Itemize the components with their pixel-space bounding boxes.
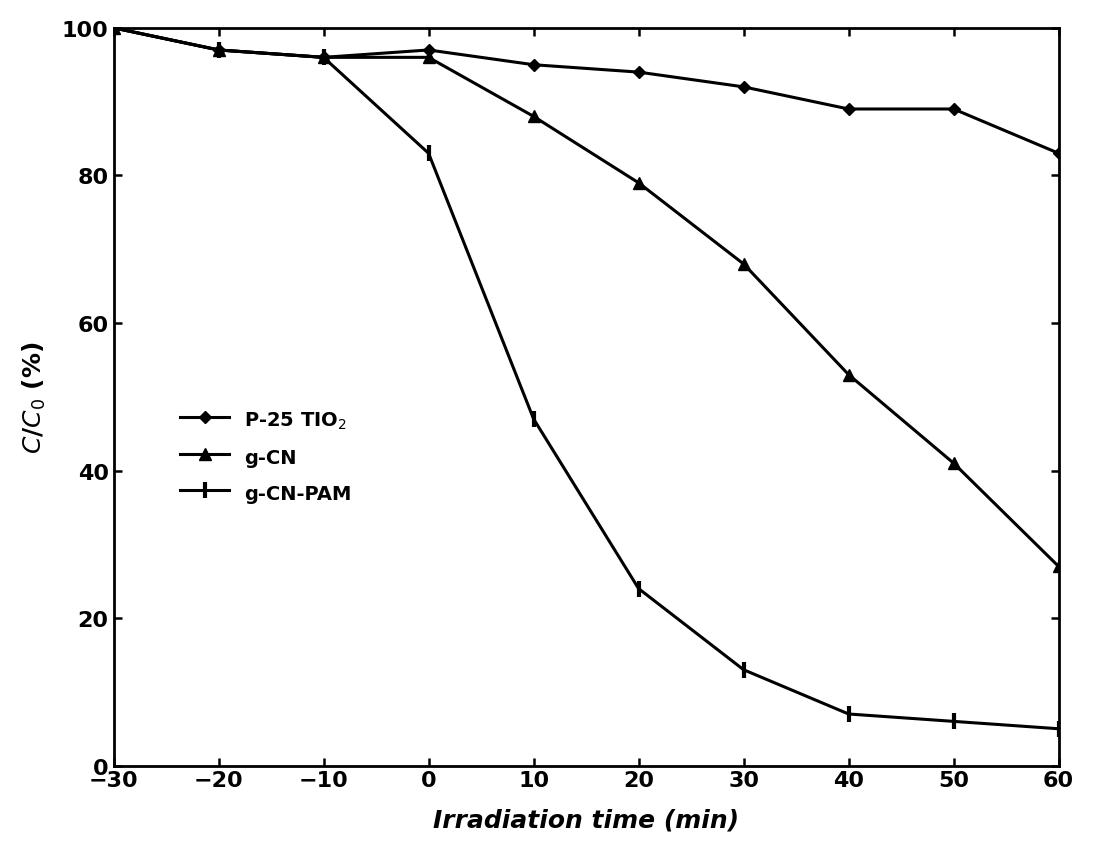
g-CN-PAM [737,665,750,675]
g-CN [947,458,960,469]
g-CN [316,53,330,63]
g-CN [737,260,750,270]
P-25 TIO$_2$ [947,105,960,115]
g-CN [212,46,226,56]
g-CN-PAM [422,149,435,159]
P-25 TIO$_2$ [1052,149,1065,159]
P-25 TIO$_2$ [212,46,226,56]
P-25 TIO$_2$ [527,60,540,71]
P-25 TIO$_2$ [316,53,330,63]
P-25 TIO$_2$ [107,24,120,34]
g-CN [1052,561,1065,572]
X-axis label: Irradiation time (min): Irradiation time (min) [433,807,739,832]
Line: g-CN: g-CN [108,23,1064,573]
Line: P-25 TIO$_2$: P-25 TIO$_2$ [110,25,1063,158]
P-25 TIO$_2$ [422,46,435,56]
g-CN-PAM [1052,724,1065,734]
g-CN-PAM [947,717,960,727]
Y-axis label: $C$/$C_0$ (%): $C$/$C_0$ (%) [21,341,48,453]
P-25 TIO$_2$ [632,68,645,78]
g-CN [527,112,540,123]
g-CN-PAM [316,53,330,63]
g-CN [422,53,435,63]
g-CN [632,178,645,188]
g-CN-PAM [107,24,120,34]
g-CN [842,370,855,380]
P-25 TIO$_2$ [842,105,855,115]
g-CN-PAM [842,709,855,719]
Line: g-CN-PAM: g-CN-PAM [105,20,1067,737]
g-CN-PAM [632,584,645,594]
g-CN-PAM [527,414,540,424]
g-CN [107,24,120,34]
P-25 TIO$_2$ [737,83,750,93]
g-CN-PAM [212,46,226,56]
Legend: P-25 TIO$_2$, g-CN, g-CN-PAM: P-25 TIO$_2$, g-CN, g-CN-PAM [171,400,361,513]
